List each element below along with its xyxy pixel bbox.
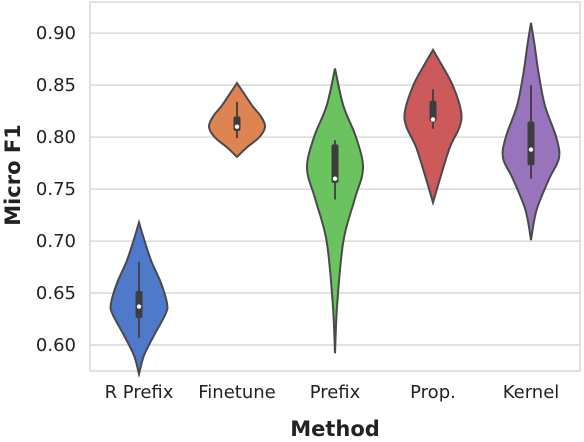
x-tick-label: Kernel	[503, 382, 560, 403]
x-tick-label: Finetune	[198, 382, 275, 403]
x-axis-title: Method	[290, 417, 380, 441]
violin-median	[528, 147, 534, 152]
violin-finetune	[207, 81, 267, 159]
violin-median	[136, 304, 142, 309]
y-tick-label: 0.70	[36, 231, 76, 252]
violin-body	[305, 68, 365, 354]
violin-median	[332, 176, 338, 181]
violin-iqr-box	[527, 121, 535, 166]
y-tick-label: 0.80	[36, 127, 76, 148]
x-tick-label: R Prefix	[105, 382, 174, 403]
y-axis-title: Micro F1	[1, 124, 25, 226]
x-tick-label: Prop.	[410, 382, 456, 403]
violin-iqr-box	[331, 144, 339, 183]
y-tick-label: 0.90	[36, 23, 76, 44]
y-tick-label: 0.85	[36, 75, 76, 96]
violin-prop	[403, 47, 463, 207]
x-tick-labels: R Prefix Finetune Prefix Prop. Kernel	[105, 382, 560, 403]
violin-median	[430, 117, 436, 122]
y-tick-label: 0.60	[36, 335, 76, 356]
violin-iqr-box	[429, 100, 437, 122]
violin-prefix	[305, 68, 365, 354]
y-tick-labels: 0.60 0.65 0.70 0.75 0.80 0.85 0.90	[36, 23, 76, 356]
x-tick-label: Prefix	[310, 382, 361, 403]
y-tick-label: 0.75	[36, 179, 76, 200]
plot-frame	[89, 1, 581, 372]
violin-r-prefix	[109, 218, 169, 378]
y-tick-label: 0.65	[36, 283, 76, 304]
violin-kernel	[501, 22, 561, 241]
violin-median	[234, 124, 240, 129]
violins	[109, 22, 561, 378]
